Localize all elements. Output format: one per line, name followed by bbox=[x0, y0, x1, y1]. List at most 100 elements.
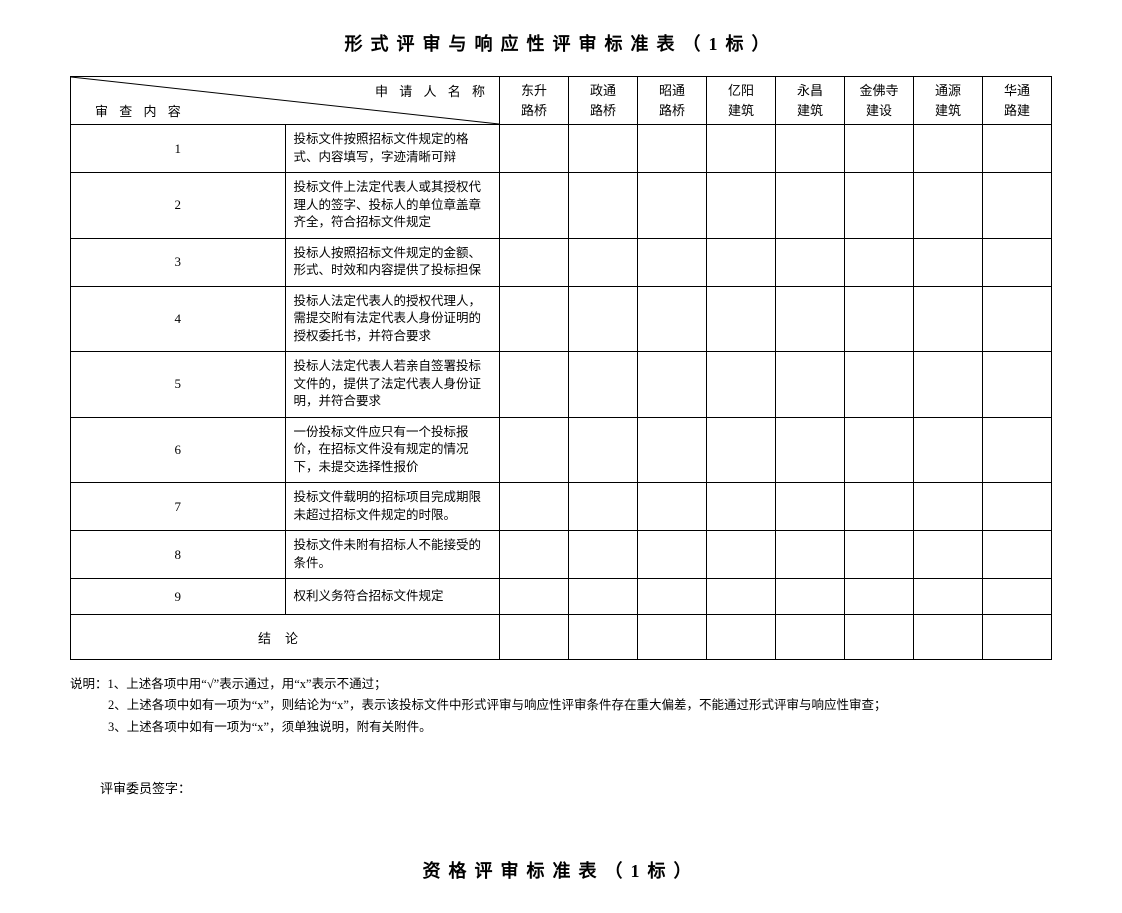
evaluation-cell bbox=[983, 352, 1052, 418]
evaluation-cell bbox=[776, 238, 845, 286]
evaluation-cell bbox=[569, 173, 638, 239]
evaluation-cell bbox=[638, 125, 707, 173]
page-title: 形式评审与响应性评审标准表（1标） bbox=[70, 30, 1052, 56]
evaluation-cell bbox=[914, 531, 983, 579]
evaluation-cell bbox=[707, 238, 776, 286]
evaluation-cell bbox=[500, 125, 569, 173]
evaluation-cell bbox=[914, 579, 983, 615]
evaluation-cell bbox=[845, 531, 914, 579]
row-number: 7 bbox=[71, 483, 286, 531]
evaluation-cell bbox=[707, 417, 776, 483]
company-header: 金佛寺建设 bbox=[845, 77, 914, 125]
conclusion-cell bbox=[638, 615, 707, 660]
row-number: 2 bbox=[71, 173, 286, 239]
second-title: 资格评审标准表（1标） bbox=[70, 857, 1052, 883]
evaluation-cell bbox=[638, 417, 707, 483]
evaluation-cell bbox=[638, 352, 707, 418]
evaluation-cell bbox=[638, 286, 707, 352]
table-row: 5投标人法定代表人若亲自签署投标文件的，提供了法定代表人身份证明，并符合要求 bbox=[71, 352, 1052, 418]
company-header: 政通路桥 bbox=[569, 77, 638, 125]
applicant-name-label: 申 请 人 名 称 bbox=[375, 81, 489, 100]
conclusion-cell bbox=[569, 615, 638, 660]
conclusion-label: 结论 bbox=[71, 615, 500, 660]
evaluation-cell bbox=[500, 531, 569, 579]
company-header: 亿阳建筑 bbox=[707, 77, 776, 125]
row-description: 投标人法定代表人的授权代理人，需提交附有法定代表人身份证明的授权委托书，并符合要… bbox=[285, 286, 500, 352]
evaluation-cell bbox=[638, 238, 707, 286]
evaluation-cell bbox=[569, 352, 638, 418]
evaluation-cell bbox=[500, 417, 569, 483]
evaluation-cell bbox=[500, 286, 569, 352]
evaluation-cell bbox=[845, 352, 914, 418]
evaluation-cell bbox=[983, 173, 1052, 239]
row-number: 4 bbox=[71, 286, 286, 352]
conclusion-cell bbox=[914, 615, 983, 660]
row-description: 投标文件按照招标文件规定的格式、内容填写，字迹清晰可辩 bbox=[285, 125, 500, 173]
evaluation-cell bbox=[776, 125, 845, 173]
evaluation-cell bbox=[845, 417, 914, 483]
header-diagonal-cell: 申 请 人 名 称 审 查 内 容 bbox=[71, 77, 500, 125]
company-header: 华通路建 bbox=[983, 77, 1052, 125]
evaluation-cell bbox=[914, 483, 983, 531]
table-row: 7投标文件载明的招标项目完成期限未超过招标文件规定的时限。 bbox=[71, 483, 1052, 531]
evaluation-cell bbox=[914, 417, 983, 483]
table-row: 9权利义务符合招标文件规定 bbox=[71, 579, 1052, 615]
evaluation-cell bbox=[914, 125, 983, 173]
table-row: 3投标人按照招标文件规定的金额、形式、时效和内容提供了投标担保 bbox=[71, 238, 1052, 286]
evaluation-cell bbox=[638, 173, 707, 239]
evaluation-cell bbox=[569, 531, 638, 579]
evaluation-cell bbox=[983, 238, 1052, 286]
evaluation-cell bbox=[569, 238, 638, 286]
evaluation-cell bbox=[638, 483, 707, 531]
evaluation-cell bbox=[707, 579, 776, 615]
evaluation-cell bbox=[500, 483, 569, 531]
conclusion-cell bbox=[776, 615, 845, 660]
conclusion-cell bbox=[983, 615, 1052, 660]
evaluation-cell bbox=[845, 125, 914, 173]
evaluation-cell bbox=[569, 483, 638, 531]
evaluation-cell bbox=[914, 173, 983, 239]
evaluation-cell bbox=[500, 173, 569, 239]
evaluation-cell bbox=[776, 531, 845, 579]
notes-line: 3、上述各项中如有一项为“x”，须单独说明，附有关附件。 bbox=[70, 717, 1052, 738]
table-row: 2投标文件上法定代表人或其授权代理人的签字、投标人的单位章盖章齐全，符合招标文件… bbox=[71, 173, 1052, 239]
conclusion-cell bbox=[845, 615, 914, 660]
evaluation-cell bbox=[707, 286, 776, 352]
evaluation-cell bbox=[845, 483, 914, 531]
conclusion-cell bbox=[500, 615, 569, 660]
notes-line: 2、上述各项中如有一项为“x”，则结论为“x”，表示该投标文件中形式评审与响应性… bbox=[70, 695, 1052, 716]
evaluation-cell bbox=[569, 579, 638, 615]
row-number: 1 bbox=[71, 125, 286, 173]
company-header: 通源建筑 bbox=[914, 77, 983, 125]
evaluation-cell bbox=[638, 579, 707, 615]
evaluation-cell bbox=[776, 483, 845, 531]
row-description: 投标人按照招标文件规定的金额、形式、时效和内容提供了投标担保 bbox=[285, 238, 500, 286]
evaluation-cell bbox=[776, 417, 845, 483]
evaluation-cell bbox=[776, 352, 845, 418]
company-header: 永昌建筑 bbox=[776, 77, 845, 125]
evaluation-cell bbox=[983, 417, 1052, 483]
notes-block: 说明：1、上述各项中用“√”表示通过，用“x”表示不通过； 2、上述各项中如有一… bbox=[70, 674, 1052, 738]
row-number: 6 bbox=[71, 417, 286, 483]
row-description: 投标文件上法定代表人或其授权代理人的签字、投标人的单位章盖章齐全，符合招标文件规… bbox=[285, 173, 500, 239]
evaluation-cell bbox=[638, 531, 707, 579]
evaluation-cell bbox=[845, 238, 914, 286]
table-row: 8投标文件未附有招标人不能接受的条件。 bbox=[71, 531, 1052, 579]
evaluation-cell bbox=[983, 125, 1052, 173]
evaluation-cell bbox=[983, 579, 1052, 615]
table-row: 4投标人法定代表人的授权代理人，需提交附有法定代表人身份证明的授权委托书，并符合… bbox=[71, 286, 1052, 352]
evaluation-cell bbox=[500, 579, 569, 615]
row-description: 权利义务符合招标文件规定 bbox=[285, 579, 500, 615]
evaluation-cell bbox=[914, 238, 983, 286]
evaluation-cell bbox=[500, 352, 569, 418]
evaluation-cell bbox=[707, 483, 776, 531]
evaluation-cell bbox=[707, 531, 776, 579]
row-description: 投标文件载明的招标项目完成期限未超过招标文件规定的时限。 bbox=[285, 483, 500, 531]
row-number: 9 bbox=[71, 579, 286, 615]
signature-label: 评审委员签字： bbox=[70, 778, 1052, 797]
evaluation-cell bbox=[983, 286, 1052, 352]
evaluation-cell bbox=[776, 579, 845, 615]
row-number: 8 bbox=[71, 531, 286, 579]
evaluation-table: 申 请 人 名 称 审 查 内 容 东升路桥 政通路桥 昭通路桥 亿阳建筑 永昌… bbox=[70, 76, 1052, 660]
row-number: 3 bbox=[71, 238, 286, 286]
